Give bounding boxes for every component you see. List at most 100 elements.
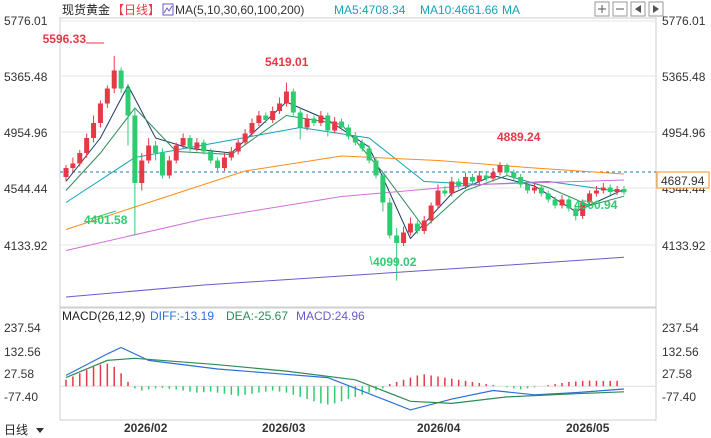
candle-body xyxy=(325,115,331,131)
candle-body xyxy=(621,189,627,193)
candle xyxy=(607,184,613,195)
candle-body xyxy=(159,153,165,176)
candle xyxy=(63,165,69,182)
candle xyxy=(311,115,317,126)
candle xyxy=(566,196,572,212)
annotation-leader xyxy=(369,255,373,266)
candle-body xyxy=(504,165,510,173)
candle-body xyxy=(573,208,579,216)
candle xyxy=(414,220,420,234)
ma5-line xyxy=(65,84,625,240)
date-label: 2026/05 xyxy=(566,421,610,435)
period-label[interactable]: 【日线】 xyxy=(112,3,160,17)
candle-body xyxy=(304,118,310,128)
candle-body xyxy=(91,123,97,138)
candle-body xyxy=(614,189,620,192)
candle xyxy=(173,142,179,164)
candle xyxy=(249,118,255,137)
candle xyxy=(497,162,503,176)
candle-body xyxy=(256,115,262,123)
candle-body xyxy=(125,88,131,116)
candle-body xyxy=(318,115,324,123)
candle-body xyxy=(297,112,303,128)
candle xyxy=(387,198,393,239)
macd-dea-line xyxy=(65,357,625,405)
macd-tick-right: 237.54 xyxy=(662,321,699,335)
ma60-line xyxy=(65,155,625,230)
candle xyxy=(221,153,227,171)
current-price-box xyxy=(656,171,710,189)
candle-body xyxy=(166,160,172,176)
candle xyxy=(518,174,524,188)
macd-tick-left: 27.58 xyxy=(4,367,34,381)
annotation-high: 4889.24 xyxy=(497,130,541,144)
candle-body xyxy=(270,111,276,120)
candle xyxy=(339,118,345,131)
annotation-low: 4099.02 xyxy=(373,255,417,269)
candle-body xyxy=(70,163,76,168)
current-price-label: 4687.94 xyxy=(661,174,705,188)
macd-tick-right: 132.56 xyxy=(662,345,699,359)
candle-body xyxy=(118,70,124,89)
candle xyxy=(587,190,593,206)
candle xyxy=(159,148,165,179)
candle xyxy=(208,148,214,164)
candle xyxy=(201,139,207,155)
candle xyxy=(166,156,172,179)
dropdown-arrow-icon[interactable] xyxy=(36,428,44,433)
scroll-right-icon[interactable] xyxy=(648,1,664,17)
candle-body xyxy=(194,142,200,149)
annotation-leader xyxy=(89,210,117,220)
zoom-out-icon[interactable] xyxy=(612,1,628,17)
ma-more-value: MA xyxy=(502,3,520,17)
annotation-low: 4401.58 xyxy=(84,213,128,227)
candle-body xyxy=(242,133,248,143)
candle xyxy=(621,186,627,195)
candle-body xyxy=(552,199,558,206)
candle xyxy=(215,157,221,171)
candle xyxy=(559,195,565,209)
annotation-high: 5419.01 xyxy=(265,55,309,69)
candle xyxy=(263,112,269,123)
candle-body xyxy=(469,177,475,182)
candle xyxy=(407,217,413,236)
candle xyxy=(593,186,599,197)
candle xyxy=(573,205,579,221)
candle xyxy=(228,147,234,161)
zoom-in-icon[interactable] xyxy=(594,1,610,17)
candle xyxy=(194,138,200,152)
candle xyxy=(242,129,248,146)
candle-body xyxy=(111,70,117,89)
price-tick-left: 4133.92 xyxy=(4,239,48,253)
candle xyxy=(139,153,145,191)
candle xyxy=(531,183,537,194)
candle-body xyxy=(476,175,482,182)
candle xyxy=(180,133,186,149)
candle-body xyxy=(463,177,469,186)
period-select-label[interactable]: 日线 xyxy=(4,423,28,437)
price-tick-left: 5776.01 xyxy=(4,14,48,28)
candle xyxy=(525,181,531,194)
candle-body xyxy=(228,151,234,158)
candle-body xyxy=(283,91,289,104)
price-tick-left: 5365.48 xyxy=(4,70,48,84)
candle xyxy=(359,139,365,152)
candle xyxy=(442,186,448,197)
candle xyxy=(187,135,193,152)
ma-settings-icon[interactable] xyxy=(162,3,174,16)
candle-body xyxy=(77,153,83,164)
annotation-high: 5596.33 xyxy=(43,32,87,46)
date-label: 2026/03 xyxy=(262,421,306,435)
price-tick-right: 5365.48 xyxy=(662,70,706,84)
macd-dea-value: DEA:-25.67 xyxy=(226,309,288,323)
candle xyxy=(373,157,379,179)
macd-tick-left: 132.56 xyxy=(4,345,41,359)
candle-body xyxy=(180,138,186,146)
candle xyxy=(118,67,124,93)
candle-body xyxy=(531,187,537,191)
scroll-left-icon[interactable] xyxy=(630,1,646,17)
candle xyxy=(84,133,90,158)
candle-body xyxy=(566,199,572,209)
price-annotations: 5596.33 4401.58 5419.01 4099.02 4889.24 … xyxy=(43,32,618,269)
candle-body xyxy=(352,136,358,143)
